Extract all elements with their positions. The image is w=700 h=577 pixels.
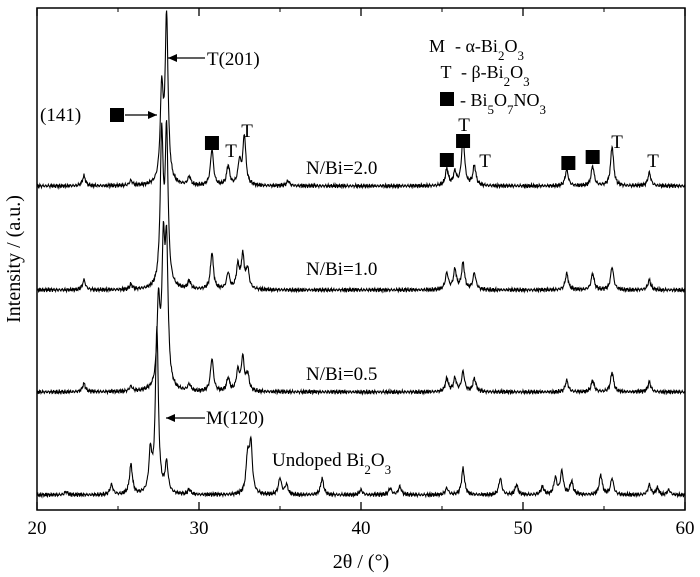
annotation-t201: T(201) <box>207 49 260 70</box>
annotation-m120: M(120) <box>206 408 264 429</box>
marker-t: T <box>225 141 237 162</box>
marker-t: T <box>241 121 253 142</box>
series-line <box>36 221 686 396</box>
series-label: N/Bi=0.5 <box>306 364 377 385</box>
y-axis-title: Intensity / (a.u.) <box>3 195 25 323</box>
marker-square <box>110 108 124 122</box>
legend-marker-t: T <box>441 62 452 82</box>
marker-square <box>585 150 600 164</box>
series-line <box>36 10 686 190</box>
series-label: N/Bi=1.0 <box>306 259 377 280</box>
x-tick-label: 50 <box>514 518 533 539</box>
m120-arrow-head <box>166 414 175 422</box>
x-tick-label: 30 <box>190 518 209 539</box>
legend-entry-bi5o7no3: - Bi5O7NO3 <box>460 90 546 117</box>
marker-t: T <box>647 151 659 172</box>
marker-t: T <box>458 115 470 136</box>
marker-square <box>439 153 454 167</box>
series-line <box>36 120 686 294</box>
series-label: N/Bi=2.0 <box>306 158 377 179</box>
legend-marker-square <box>440 92 454 106</box>
legend-entry-alpha: - α-Bi2O3 <box>455 36 524 63</box>
annotation-141: (141) <box>40 105 81 126</box>
series-line <box>36 326 686 499</box>
x-tick-label: 20 <box>28 518 47 539</box>
t201-arrow-head <box>168 54 177 62</box>
marker-square <box>204 136 219 150</box>
x-tick-label: 60 <box>676 518 695 539</box>
marker-square <box>456 134 471 148</box>
x-tick-label: 40 <box>352 518 371 539</box>
legend-marker-m: M <box>429 36 445 56</box>
marker-t: T <box>479 151 491 172</box>
marker-square <box>561 156 576 170</box>
legend-entry-beta: - β-Bi2O3 <box>461 62 530 89</box>
p141-arrow-head <box>148 111 157 119</box>
x-axis-title: 2θ / (°) <box>333 551 389 573</box>
marker-t: T <box>611 132 623 153</box>
series-label-undoped: Undoped Bi2O3 <box>272 450 391 477</box>
